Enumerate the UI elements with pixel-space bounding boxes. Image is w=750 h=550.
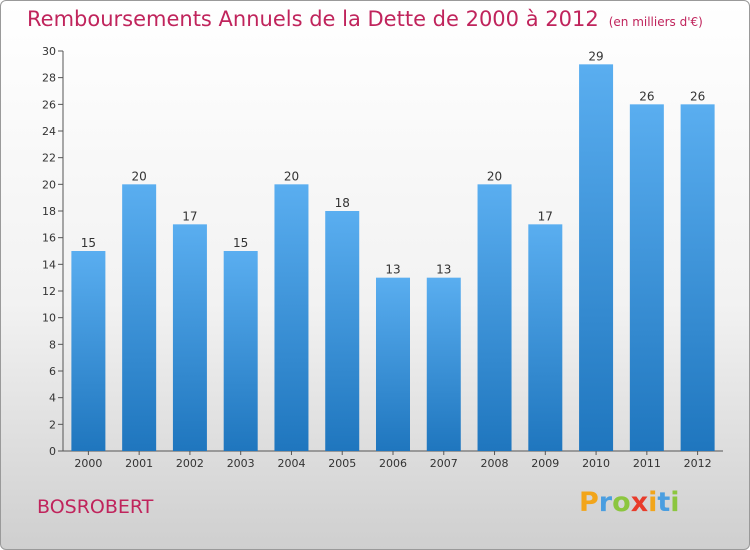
x-tick-label: 2008 [481,457,509,470]
y-tick-label: 8 [49,338,56,351]
y-tick-label: 30 [42,45,56,58]
x-tick-label: 2006 [379,457,407,470]
bar-2006 [376,277,410,451]
bar-value-label: 13 [385,263,400,277]
bar-2001 [122,184,157,452]
y-tick-label: 2 [49,418,56,431]
bar-value-label: 20 [487,169,502,183]
x-tick-label: 2002 [176,457,204,470]
y-tick-label: 26 [42,98,56,111]
y-tick-label: 14 [42,258,56,271]
y-tick-label: 24 [42,125,56,138]
x-tick-label: 2004 [277,457,305,470]
y-tick-label: 28 [42,72,56,85]
x-tick-label: 2012 [684,457,712,470]
x-tick-label: 2003 [227,457,255,470]
x-axis: 2000 2001 2002 2003 2004 2005 2006 2007 2008 2009… [63,450,723,470]
bar-2007 [426,277,461,451]
bar-value-label: 17 [538,209,553,223]
bar-value-label: 20 [132,169,147,183]
bar-2002 [172,224,207,451]
logo-letter: i [670,487,680,518]
y-tick-label: 0 [49,445,56,458]
logo-letter: x [630,487,649,518]
bar-2011 [629,104,664,451]
x-tick-label: 2005 [328,457,356,470]
bar-2003 [223,251,258,451]
logo-letter: t [657,487,671,518]
logo-letter: i [648,487,658,518]
bar-value-label: 26 [690,89,705,103]
bar-2012 [680,104,715,451]
y-tick-label: 10 [42,312,56,325]
logo-letter: P [579,487,599,518]
bars: 15 20 17 15 20 18 13 13 20 17 29 26 26 [71,49,715,452]
y-tick-label: 12 [42,285,56,298]
logo-letter: o [612,487,631,518]
y-tick-label: 6 [49,365,56,378]
x-tick-label: 2001 [125,457,153,470]
y-tick-label: 22 [42,152,56,165]
x-tick-label: 2011 [633,457,661,470]
bar-value-label: 29 [588,49,603,63]
bar-value-label: 17 [182,209,197,223]
bar-2008 [477,184,512,452]
bar-value-label: 15 [233,236,248,250]
logo-letter: r [598,487,613,518]
chart-title-text: Remboursements Annuels de la Dette de 20… [27,7,599,31]
bar-2009 [528,224,563,451]
x-tick-label: 2010 [582,457,610,470]
y-tick-label: 20 [42,178,56,191]
proxiti-logo: Proxiti [579,487,680,518]
bar-2000 [71,251,106,451]
commune-name: BOSROBERT [37,496,154,518]
y-tick-label: 4 [49,392,56,405]
chart-title: Remboursements Annuels de la Dette de 20… [27,7,703,31]
bar-2005 [325,211,360,451]
bar-2004 [274,184,309,452]
x-tick-label: 2000 [74,457,102,470]
bar-value-label: 26 [639,89,654,103]
x-tick-label: 2007 [430,457,458,470]
bar-value-label: 18 [335,196,350,210]
y-tick-label: 18 [42,205,56,218]
chart-unit: (en milliers d'€) [608,15,703,29]
bar-value-label: 13 [436,263,451,277]
y-tick-label: 16 [42,232,56,245]
bar-value-label: 20 [284,169,299,183]
bar-2010 [579,64,614,452]
bar-value-label: 15 [81,236,96,250]
x-tick-label: 2009 [531,457,559,470]
